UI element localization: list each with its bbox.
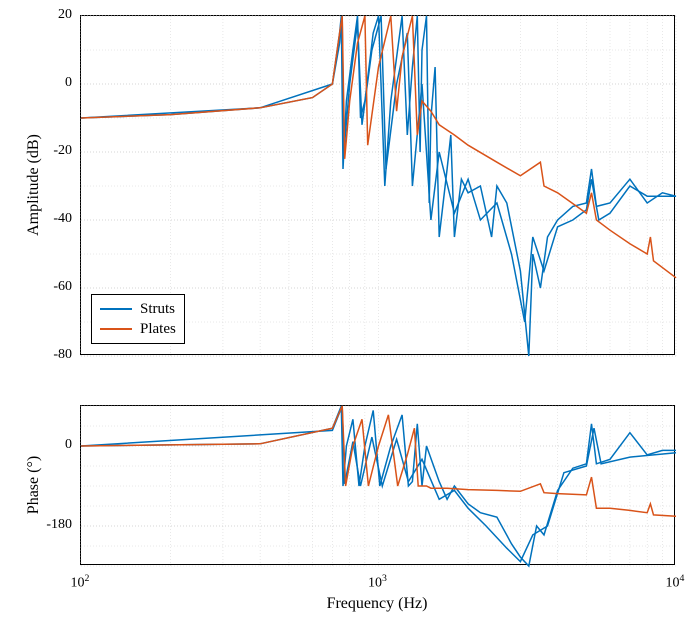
ytick-phase: -180 <box>46 517 72 533</box>
ytick-magnitude: -80 <box>53 347 72 363</box>
xlabel: Frequency (Hz) <box>327 595 428 613</box>
legend-label-struts: Struts <box>140 301 175 318</box>
legend-item-struts: Struts <box>100 299 176 319</box>
ytick-magnitude: -60 <box>53 279 72 295</box>
ytick-magnitude: -20 <box>53 143 72 159</box>
magnitude-panel: Struts Plates <box>80 15 675 355</box>
ytick-phase: 0 <box>65 437 72 453</box>
legend-swatch-plates <box>100 328 132 330</box>
xtick: 102 <box>71 573 90 592</box>
chart-container: Struts Plates Amplitude (dB) Phase (°) F… <box>80 15 675 590</box>
ytick-magnitude: -40 <box>53 211 72 227</box>
legend-swatch-struts <box>100 308 132 310</box>
phase-panel <box>80 405 675 565</box>
legend: Struts Plates <box>91 294 185 344</box>
legend-item-plates: Plates <box>100 319 176 339</box>
legend-label-plates: Plates <box>140 321 176 338</box>
ytick-magnitude: 20 <box>58 7 72 23</box>
ytick-magnitude: 0 <box>65 75 72 91</box>
xtick: 104 <box>666 573 685 592</box>
ylabel-phase: Phase (°) <box>25 456 43 514</box>
ylabel-magnitude: Amplitude (dB) <box>25 134 43 236</box>
phase-plot <box>81 406 676 566</box>
xtick: 103 <box>368 573 387 592</box>
